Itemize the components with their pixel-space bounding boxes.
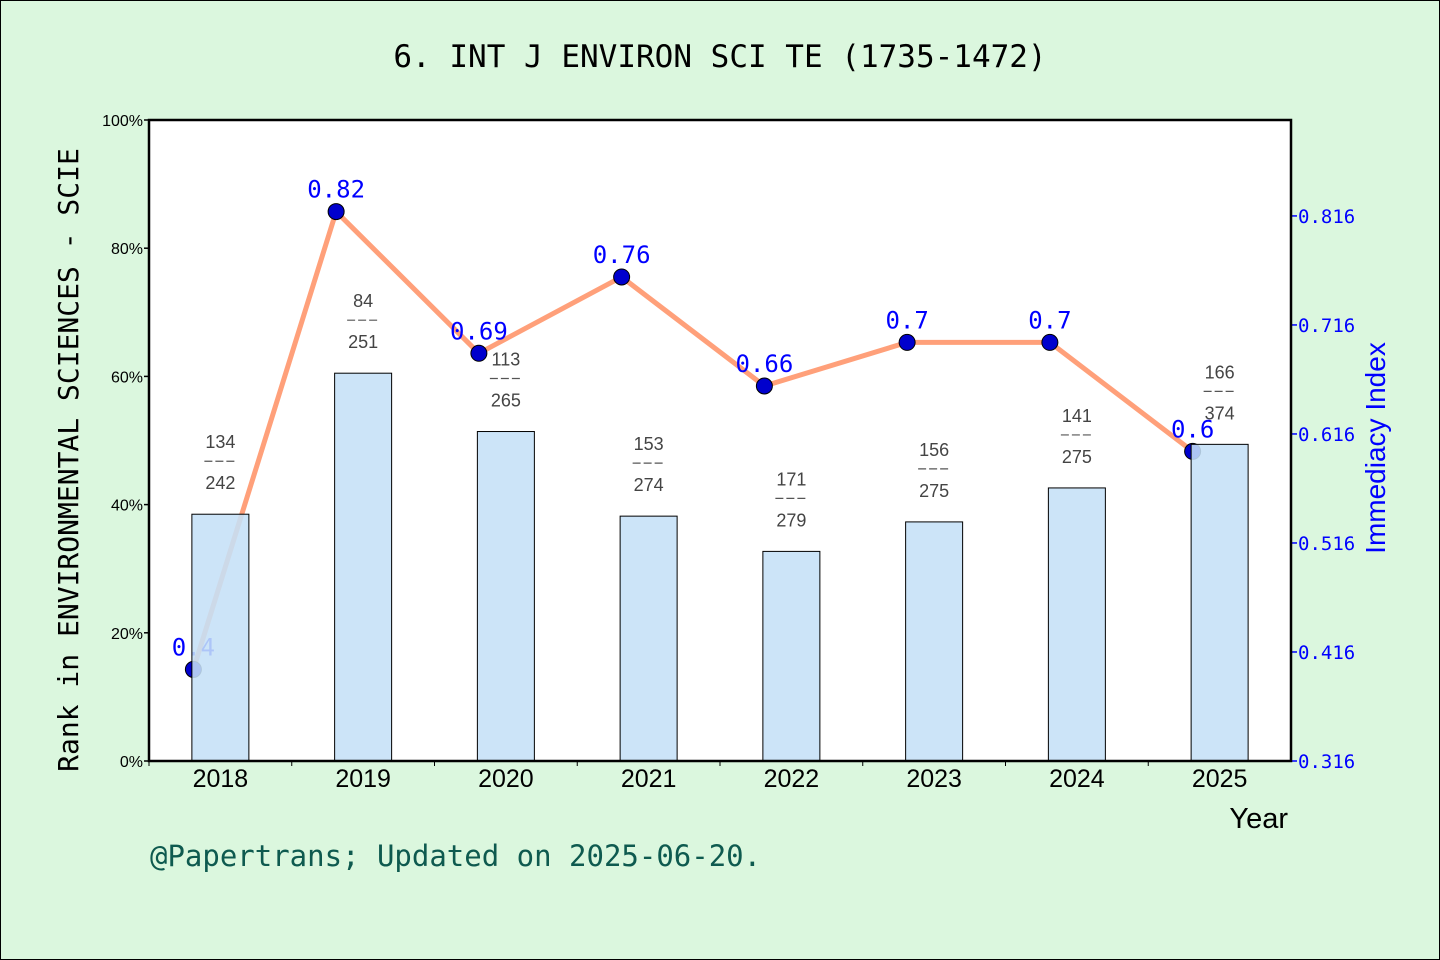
total-label: 275: [919, 481, 949, 501]
total-label: 251: [348, 332, 378, 352]
y-axis-right-label: Immediacy Index: [1360, 342, 1391, 554]
immediacy-line: [190, 209, 1195, 671]
y-right-tick-label: 0.516: [1298, 533, 1355, 555]
total-label: 274: [634, 475, 664, 495]
y-right-tick-label: 0.616: [1298, 424, 1355, 446]
rank-bar: [191, 513, 250, 762]
immediacy-point: [1041, 333, 1059, 351]
x-tick-label: 2020: [478, 765, 534, 793]
rank-bar: [1047, 487, 1106, 762]
immediacy-point: [327, 203, 345, 221]
y-right-tick-label: 0.816: [1298, 206, 1355, 228]
total-label: 279: [776, 510, 806, 530]
y-tick-label: 0%: [120, 754, 143, 771]
immediacy-label: 0.69: [450, 317, 508, 345]
rank-label: 113: [492, 350, 521, 370]
total-label: 374: [1205, 403, 1235, 423]
plot-area: [149, 120, 1291, 761]
y-axis-label: Rank in ENVIRONMENTAL SCIENCES - SCIE: [52, 148, 85, 772]
x-tick-label: 2018: [193, 765, 249, 793]
rank-label: 156: [919, 440, 949, 460]
y-tick-label: 100%: [102, 113, 143, 130]
immediacy-point: [755, 377, 773, 395]
y-tick-label: 40%: [111, 498, 143, 515]
x-tick-label: 2025: [1192, 765, 1248, 793]
total-label: 265: [491, 391, 521, 411]
immediacy-point: [470, 344, 488, 362]
x-tick-label: 2023: [906, 765, 962, 793]
x-tick-label: 2022: [764, 765, 820, 793]
y-tick-label: 20%: [111, 626, 143, 643]
total-label: 275: [1062, 447, 1092, 467]
y-right-tick-label: 0.316: [1298, 751, 1355, 773]
immediacy-label: 0.6: [1171, 415, 1214, 443]
x-axis-label: Year: [1229, 803, 1288, 835]
rank-label: 134: [205, 432, 235, 452]
immediacy-label: 0.7: [1028, 306, 1071, 334]
immediacy-label: 0.76: [593, 241, 651, 269]
immediacy-label: 0.82: [307, 176, 365, 204]
y-right-tick-label: 0.416: [1298, 642, 1355, 664]
immediacy-point: [613, 268, 631, 286]
plot-border: [147, 118, 1293, 763]
y-tick-label: 60%: [111, 369, 143, 386]
total-label: 242: [205, 473, 235, 493]
rank-bar: [762, 550, 821, 762]
rank-label: 153: [634, 434, 664, 454]
rank-bar: [476, 431, 535, 762]
x-tick-label: 2019: [335, 765, 391, 793]
rank-bar: [334, 372, 393, 762]
chart-title: 6. INT J ENVIRON SCI TE (1735-1472): [393, 39, 1046, 75]
x-tick-label: 2021: [621, 765, 677, 793]
x-tick-label: 2024: [1049, 765, 1105, 793]
y-tick-label: 80%: [111, 241, 143, 258]
rank-label: 141: [1062, 406, 1092, 426]
y-right-tick-label: 0.716: [1298, 315, 1355, 337]
rank-label: 171: [776, 469, 806, 489]
immediacy-label: 0.66: [735, 350, 793, 378]
immediacy-label: 0.7: [885, 306, 928, 334]
footer-credit: @Papertrans; Updated on 2025-06-20.: [150, 839, 761, 873]
rank-label: 84: [353, 291, 373, 311]
rank-bar: [619, 515, 678, 762]
rank-label: 166: [1205, 362, 1235, 382]
rank-bar: [905, 521, 964, 762]
rank-bar: [1190, 443, 1249, 762]
immediacy-point: [898, 333, 916, 351]
